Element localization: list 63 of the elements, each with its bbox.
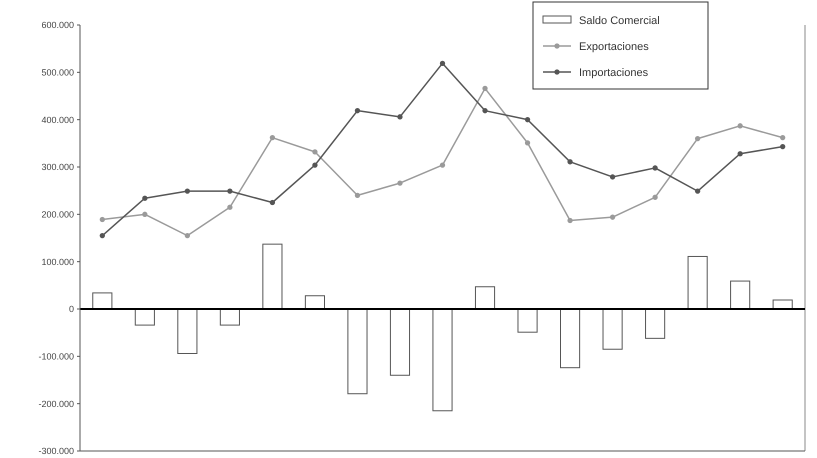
point (397, 180, 403, 186)
bar (730, 280, 750, 310)
point (440, 60, 446, 66)
point (610, 214, 616, 220)
point (482, 108, 488, 114)
point (354, 192, 360, 198)
bar (474, 286, 496, 310)
point (397, 114, 403, 120)
point (440, 162, 446, 168)
point (100, 232, 105, 238)
point (354, 108, 360, 114)
bar (262, 244, 282, 310)
point (227, 204, 233, 210)
bar (177, 308, 198, 354)
bar (390, 308, 410, 376)
point (567, 218, 573, 224)
point (100, 216, 105, 222)
point (312, 162, 318, 168)
point (524, 117, 530, 122)
point (142, 196, 148, 201)
point (142, 212, 148, 217)
point (567, 159, 573, 164)
point (738, 151, 743, 156)
bar (560, 308, 580, 368)
point (610, 174, 616, 180)
point (270, 135, 276, 140)
point (738, 123, 743, 128)
point (270, 200, 276, 206)
y-tick-label: -300.000 (38, 446, 74, 456)
y-tick-label: -100.000 (38, 351, 74, 362)
point (312, 149, 318, 154)
y-tick-label: 600.000 (41, 20, 74, 30)
point (524, 140, 530, 146)
y-tick-label: 500.000 (41, 67, 74, 78)
y-tick-label: 0 (68, 304, 74, 314)
bar (134, 308, 155, 326)
legend-label: Exportaciones (579, 40, 650, 53)
point (780, 144, 786, 150)
y-tick-label: 200.000 (41, 209, 74, 220)
bar (432, 308, 453, 412)
point (184, 232, 190, 238)
bar (347, 308, 368, 394)
bar (304, 295, 325, 310)
legend-label: Saldo Comercial (579, 14, 660, 27)
bar (688, 256, 708, 310)
point (652, 194, 658, 200)
point (780, 135, 786, 140)
point (227, 188, 233, 194)
legend-label: Importaciones (579, 66, 649, 79)
point (694, 188, 700, 194)
y-tick-label: 100.000 (41, 256, 74, 267)
bar (517, 308, 538, 333)
point (482, 86, 488, 92)
bar (92, 292, 112, 310)
y-tick-label: -200.000 (38, 398, 74, 409)
point (694, 136, 700, 142)
bar (645, 308, 666, 339)
point (184, 188, 190, 194)
bar (602, 308, 623, 350)
bar (220, 308, 240, 326)
point (652, 165, 658, 171)
y-tick-label: 300.000 (41, 162, 74, 172)
y-tick-label: 400.000 (41, 114, 74, 125)
